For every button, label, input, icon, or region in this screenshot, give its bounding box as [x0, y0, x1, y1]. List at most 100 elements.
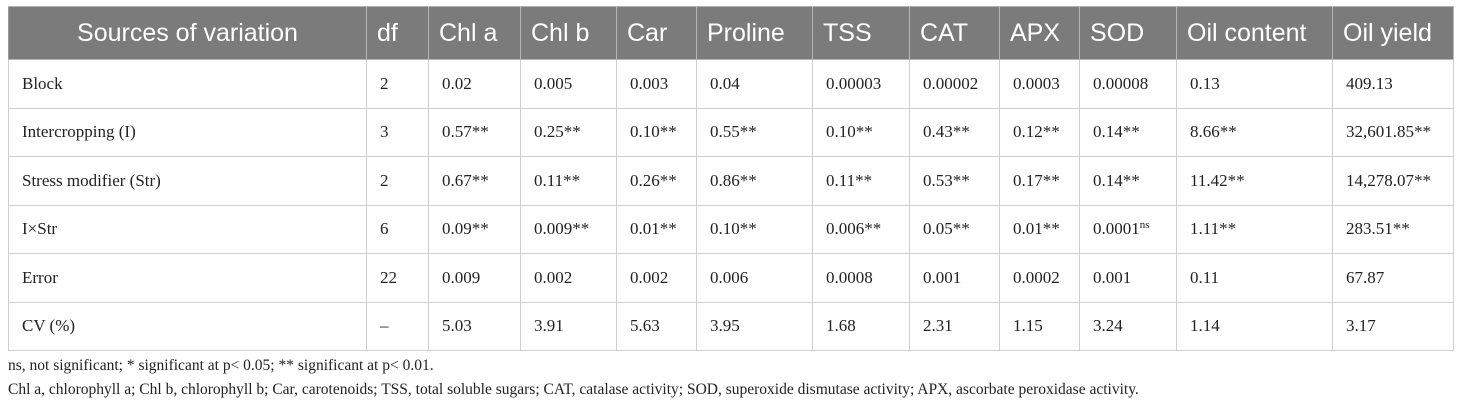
cell-value: 0.10** [710, 219, 757, 239]
table-cell: 0.10** [696, 204, 813, 254]
cell-value: 0.009** [534, 219, 590, 239]
table-cell: 0.01** [999, 204, 1080, 254]
footnote-significance: ns, not significant; * significant at p<… [8, 357, 434, 374]
header-sources: Sources of variation [8, 6, 367, 60]
table-cell: 0.10** [616, 107, 697, 157]
cell-value: 0.009 [442, 267, 481, 287]
table-cell: 0.001 [909, 253, 1000, 303]
cell-value: 0.10** [630, 122, 677, 142]
cell-value: 0.05** [923, 219, 970, 239]
table-cell: 0.02 [428, 59, 521, 109]
table-cell: 0.009** [520, 204, 617, 254]
cell-value: 0.11** [826, 170, 873, 190]
table-cell: 2 [366, 59, 429, 109]
cell-value: 0.00003 [826, 73, 882, 93]
table-cell: 0.003 [616, 59, 697, 109]
table-cell: 14,278.07** [1332, 156, 1454, 206]
table-cell: 0.01** [616, 204, 697, 254]
table-cell: 3.95 [696, 301, 813, 351]
anova-table-container: Sources of variation df Chl a Chl b Car … [8, 6, 1454, 351]
row-label-cell: Block [8, 59, 367, 109]
cell-value: 5.03 [442, 316, 472, 336]
table-cell: 0.11** [812, 156, 910, 206]
table-cell: 409.13 [1332, 59, 1454, 109]
cell-value: 0.006** [826, 219, 882, 239]
table-cell: 0.14** [1079, 107, 1177, 157]
significance-superscript: ns [1139, 219, 1150, 232]
table-cell: 0.05** [909, 204, 1000, 254]
table-cell: 11.42** [1176, 156, 1333, 206]
table-cell: 0.55** [696, 107, 813, 157]
table-cell: 0.13 [1176, 59, 1333, 109]
header-chl-b: Chl b [520, 6, 617, 60]
header-chl-a: Chl a [428, 6, 521, 60]
table-row: Block 2 0.02 0.005 0.003 0.04 0.00003 0.00002 0.… [8, 59, 1454, 109]
cell-value: 0.55** [710, 122, 757, 142]
cell-value: 283.51** [1346, 219, 1410, 239]
cell-value: 0.005 [534, 73, 573, 93]
cell-value: 3.91 [534, 316, 564, 336]
table-cell: 0.11** [520, 156, 617, 206]
cell-value: Error [22, 267, 58, 287]
cell-value: 0.001 [923, 267, 962, 287]
table-cell: 3 [366, 107, 429, 157]
table-cell: 22 [366, 253, 429, 303]
table-cell: 0.00008 [1079, 59, 1177, 109]
cell-value: 0.10** [826, 122, 873, 142]
cell-value: 0.09** [442, 219, 489, 239]
cell-value: 22 [380, 267, 397, 287]
table-cell: 6 [366, 204, 429, 254]
cell-value: 0.67** [442, 170, 489, 190]
cell-value: 0.57** [442, 122, 489, 142]
cell-value: 14,278.07** [1346, 170, 1431, 190]
table-cell: 0.00003 [812, 59, 910, 109]
cell-value: 0.0002 [1013, 267, 1060, 287]
table-footnotes: ns, not significant; * significant at p<… [8, 354, 1139, 402]
table-cell: 8.66** [1176, 107, 1333, 157]
footnote-abbreviations: Chl a, chlorophyll a; Chl b, chlorophyll… [8, 381, 1139, 398]
cell-value: 0.17** [1013, 170, 1060, 190]
cell-value: CV (%) [22, 316, 76, 336]
table-cell: 32,601.85** [1332, 107, 1454, 157]
table-cell: 0.67** [428, 156, 521, 206]
table-cell: 0.25** [520, 107, 617, 157]
cell-value: 3 [380, 122, 389, 142]
cell-value: 2.31 [923, 316, 953, 336]
table-cell: 1.11** [1176, 204, 1333, 254]
cell-value: 1.11** [1190, 219, 1237, 239]
table-cell: 67.87 [1332, 253, 1454, 303]
table-cell: 0.0003 [999, 59, 1080, 109]
table-cell: 0.12** [999, 107, 1080, 157]
cell-value: Intercropping (I) [22, 122, 136, 142]
table-row: CV (%) – 5.03 3.91 5.63 3.95 1.68 2.31 1.15 3.24 1… [8, 301, 1454, 351]
cell-value: 3.95 [710, 316, 740, 336]
table-cell: 0.005 [520, 59, 617, 109]
anova-table: Sources of variation df Chl a Chl b Car … [8, 6, 1454, 351]
table-cell: 283.51** [1332, 204, 1454, 254]
table-cell: 0.17** [999, 156, 1080, 206]
cell-value: 8.66** [1190, 122, 1237, 142]
table-cell: 1.68 [812, 301, 910, 351]
table-cell: 0.09** [428, 204, 521, 254]
table-cell: 0.43** [909, 107, 1000, 157]
table-cell: 0.0008 [812, 253, 910, 303]
header-oil-content: Oil content [1176, 6, 1333, 60]
cell-value: 0.13 [1190, 73, 1220, 93]
table-row: I×Str 6 0.09** 0.009** 0.01** 0.10** 0.006** 0.… [8, 204, 1454, 254]
cell-value: 0.0001 [1093, 219, 1140, 239]
cell-value: 0.01** [1013, 219, 1060, 239]
cell-value: 0.02 [442, 73, 472, 93]
table-cell: 3.17 [1332, 301, 1454, 351]
cell-value: 0.04 [710, 73, 740, 93]
table-cell: 0.00002 [909, 59, 1000, 109]
table-cell: 0.002 [520, 253, 617, 303]
cell-value: I×Str [22, 219, 58, 239]
table-cell: 0.57** [428, 107, 521, 157]
cell-value: 0.001 [1093, 267, 1132, 287]
cell-value: 32,601.85** [1346, 122, 1431, 142]
cell-value: 0.0003 [1013, 73, 1060, 93]
cell-value: 0.00008 [1093, 73, 1149, 93]
header-car: Car [616, 6, 697, 60]
cell-value: – [380, 316, 389, 336]
table-cell: 5.03 [428, 301, 521, 351]
